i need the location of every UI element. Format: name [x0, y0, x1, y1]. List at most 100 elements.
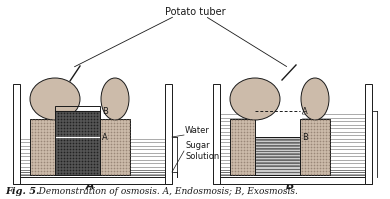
Point: [113, 163, 120, 166]
Point: [113, 127, 120, 130]
Point: [246, 145, 253, 148]
Point: [238, 157, 244, 160]
Point: [34, 145, 41, 148]
Point: [28, 124, 35, 127]
Point: [82, 132, 88, 135]
Point: [50, 151, 56, 154]
Point: [110, 166, 117, 169]
Point: [75, 153, 82, 156]
Point: [301, 127, 308, 130]
Point: [323, 130, 329, 133]
Point: [116, 133, 122, 136]
Point: [246, 148, 253, 151]
Point: [243, 160, 250, 163]
Point: [84, 117, 90, 120]
Point: [50, 130, 56, 133]
Point: [50, 133, 56, 136]
Point: [69, 147, 76, 150]
Point: [110, 169, 117, 172]
Point: [43, 157, 50, 160]
Point: [57, 144, 64, 147]
Point: [28, 151, 35, 154]
Point: [66, 138, 73, 141]
Point: [125, 130, 131, 133]
Point: [107, 136, 113, 139]
Point: [113, 142, 120, 145]
Point: [31, 136, 37, 139]
Point: [46, 145, 53, 148]
Point: [316, 142, 323, 145]
Point: [87, 135, 94, 138]
Point: [231, 166, 238, 169]
Point: [37, 160, 44, 163]
Point: [90, 126, 97, 129]
Point: [298, 169, 305, 172]
Point: [41, 130, 47, 133]
Point: [93, 162, 99, 165]
Point: [316, 136, 323, 139]
Point: [125, 154, 131, 157]
Point: [319, 151, 326, 154]
Point: [41, 166, 47, 169]
Ellipse shape: [230, 78, 280, 120]
Point: [69, 114, 76, 117]
Text: Sugar
Solution: Sugar Solution: [185, 141, 219, 161]
Point: [229, 172, 235, 175]
Point: [64, 117, 70, 120]
Point: [60, 171, 67, 174]
Point: [93, 141, 99, 144]
Point: [93, 111, 99, 114]
Point: [101, 133, 108, 136]
Point: [238, 145, 244, 148]
Point: [246, 169, 253, 172]
Point: [107, 172, 113, 175]
Point: [314, 118, 320, 121]
Point: [31, 163, 37, 166]
Point: [57, 126, 64, 129]
Point: [325, 160, 332, 163]
Point: [37, 124, 44, 127]
Point: [110, 157, 117, 160]
Point: [243, 157, 250, 160]
Point: [46, 157, 53, 160]
Point: [119, 166, 126, 169]
Point: [50, 169, 56, 172]
Point: [119, 172, 126, 175]
Ellipse shape: [30, 78, 80, 120]
Point: [122, 169, 129, 172]
Point: [31, 145, 37, 148]
Point: [119, 163, 126, 166]
Point: [238, 163, 244, 166]
Point: [105, 154, 111, 157]
Point: [325, 118, 332, 121]
Point: [46, 133, 53, 136]
Point: [107, 160, 113, 163]
Point: [28, 136, 35, 139]
Point: [323, 169, 329, 172]
Point: [298, 154, 305, 157]
Point: [64, 165, 70, 168]
Point: [314, 142, 320, 145]
Point: [84, 135, 90, 138]
Point: [113, 130, 120, 133]
Point: [46, 163, 53, 166]
Point: [122, 118, 129, 121]
Point: [231, 121, 238, 124]
Text: Demonstration of osmosis. A, Endosmosis; B, Exosmosis.: Demonstration of osmosis. A, Endosmosis;…: [30, 187, 298, 196]
Point: [234, 121, 241, 124]
Text: Fig. 5.: Fig. 5.: [5, 187, 39, 196]
Point: [73, 165, 79, 168]
Point: [249, 127, 255, 130]
Point: [116, 118, 122, 121]
Point: [64, 162, 70, 165]
Point: [307, 157, 314, 160]
Point: [243, 154, 250, 157]
Point: [304, 151, 310, 154]
Text: B: B: [286, 181, 294, 191]
Point: [57, 168, 64, 171]
Point: [57, 114, 64, 117]
Point: [298, 130, 305, 133]
Point: [90, 156, 97, 159]
Point: [41, 172, 47, 175]
Point: [28, 127, 35, 130]
